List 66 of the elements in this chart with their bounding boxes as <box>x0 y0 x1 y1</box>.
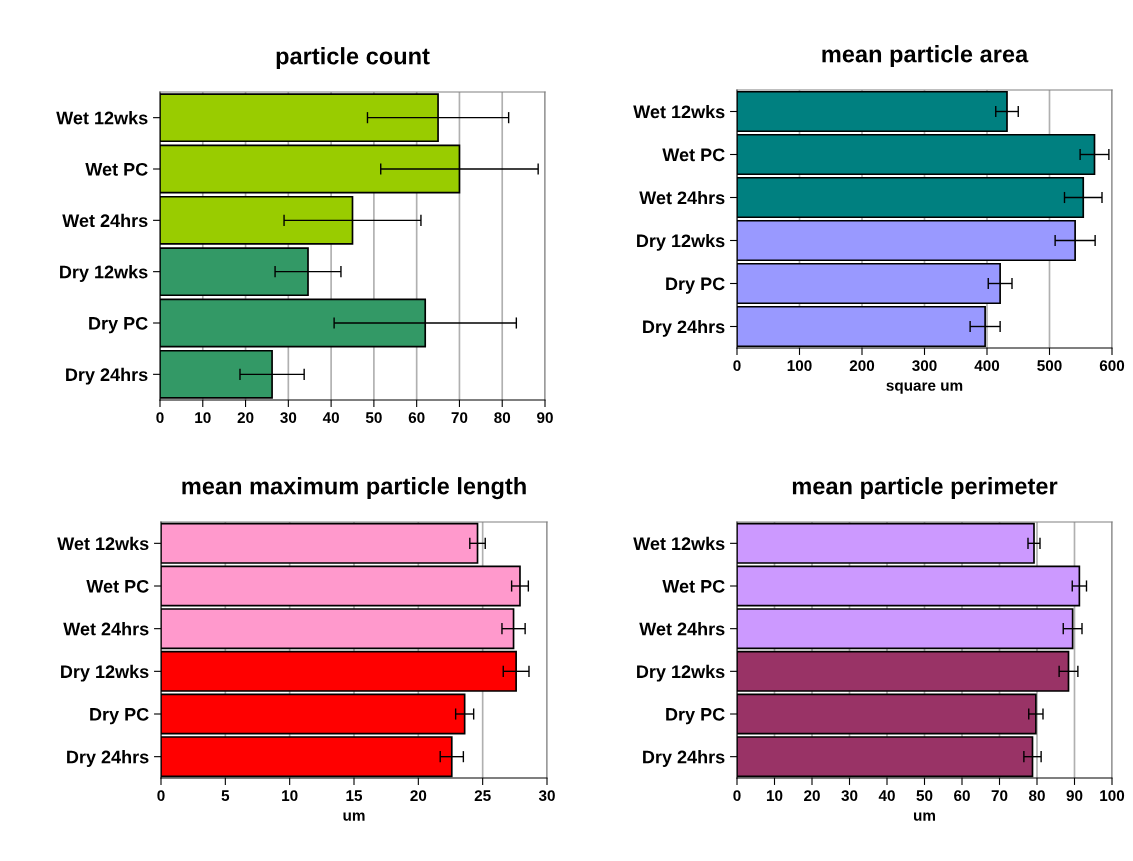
x-tick-label: 200 <box>849 360 875 372</box>
y-tick-label: Dry 24hrs <box>643 750 725 767</box>
x-tick-label: 30 <box>841 790 858 802</box>
y-tick-label: Wet 12wks <box>633 104 725 119</box>
x-tick-label: 70 <box>451 412 468 424</box>
x-tick-label: 0 <box>157 790 165 802</box>
x-tick-label: 300 <box>912 360 937 372</box>
y-tick-label: Dry PC <box>89 316 148 334</box>
x-tick-label: 20 <box>804 790 820 802</box>
y-tick-label: Wet 12wks <box>56 111 148 125</box>
y-tick-label: Dry PC <box>90 707 149 725</box>
y-tick-label: Dry 12wks <box>637 664 725 682</box>
x-tick-label: 0 <box>733 790 741 802</box>
x-tick-label: 15 <box>346 790 363 802</box>
x-tick-label: 0 <box>156 412 164 424</box>
y-tick-label: Wet PC <box>662 579 725 593</box>
x-axis-title: square um <box>886 382 963 394</box>
x-tick-label: 90 <box>537 412 553 424</box>
y-tick-label: Wet 12wks <box>633 536 725 551</box>
x-tick-label: 30 <box>538 790 555 802</box>
y-tick-label: Wet 24hrs <box>639 622 725 636</box>
y-tick-label: Dry PC <box>666 277 725 294</box>
x-tick-label: 400 <box>974 360 1000 372</box>
x-tick-label: 50 <box>365 412 382 424</box>
y-tick-label: Dry 12wks <box>60 265 148 282</box>
x-tick-label: 40 <box>878 790 895 802</box>
y-tick-label: Dry PC <box>666 707 725 725</box>
x-tick-label: 30 <box>280 412 297 424</box>
x-tick-label: 60 <box>954 790 970 802</box>
y-tick-label: Dry 24hrs <box>66 367 148 385</box>
x-tick-label: 90 <box>1066 790 1083 802</box>
y-tick-label: Wet PC <box>86 579 149 593</box>
y-tick-label: Wet 24hrs <box>62 213 148 228</box>
chart-title: mean particle perimeter <box>792 477 1058 500</box>
x-axis-title: um <box>343 812 365 821</box>
y-tick-label: Dry 24hrs <box>67 750 149 767</box>
x-tick-label: 20 <box>237 412 254 424</box>
x-tick-label: 25 <box>474 790 491 802</box>
y-tick-label: Wet PC <box>662 148 725 162</box>
chart-title: particle count <box>276 47 430 70</box>
x-tick-label: 80 <box>494 412 511 424</box>
y-tick-label: Dry 12wks <box>637 233 725 251</box>
chart-title: mean particle area <box>822 45 1029 68</box>
x-tick-label: 5 <box>221 790 230 802</box>
x-tick-label: 100 <box>787 360 812 372</box>
x-tick-label: 10 <box>766 790 783 802</box>
x-tick-label: 40 <box>322 412 339 424</box>
x-tick-label: 70 <box>991 790 1008 802</box>
y-tick-label: Wet 24hrs <box>63 622 149 636</box>
x-tick-label: 60 <box>408 412 425 424</box>
y-tick-label: Dry 24hrs <box>643 319 725 337</box>
x-tick-label: 50 <box>916 790 933 802</box>
x-tick-label: 100 <box>1100 790 1125 802</box>
x-tick-label: 10 <box>195 412 211 424</box>
x-tick-label: 20 <box>410 790 427 802</box>
x-tick-label: 600 <box>1099 360 1125 372</box>
y-tick-label: Wet PC <box>85 162 148 176</box>
y-tick-label: Wet 12wks <box>57 536 149 551</box>
x-tick-label: 500 <box>1037 360 1062 372</box>
chart-title: mean maximum particle length <box>182 477 526 500</box>
y-tick-label: Wet 24hrs <box>639 190 725 205</box>
x-axis-title: um <box>913 812 936 821</box>
x-tick-label: 80 <box>1028 790 1045 802</box>
y-tick-label: Dry 12wks <box>61 664 149 682</box>
x-tick-label: 0 <box>733 360 741 372</box>
x-tick-label: 10 <box>282 790 298 802</box>
